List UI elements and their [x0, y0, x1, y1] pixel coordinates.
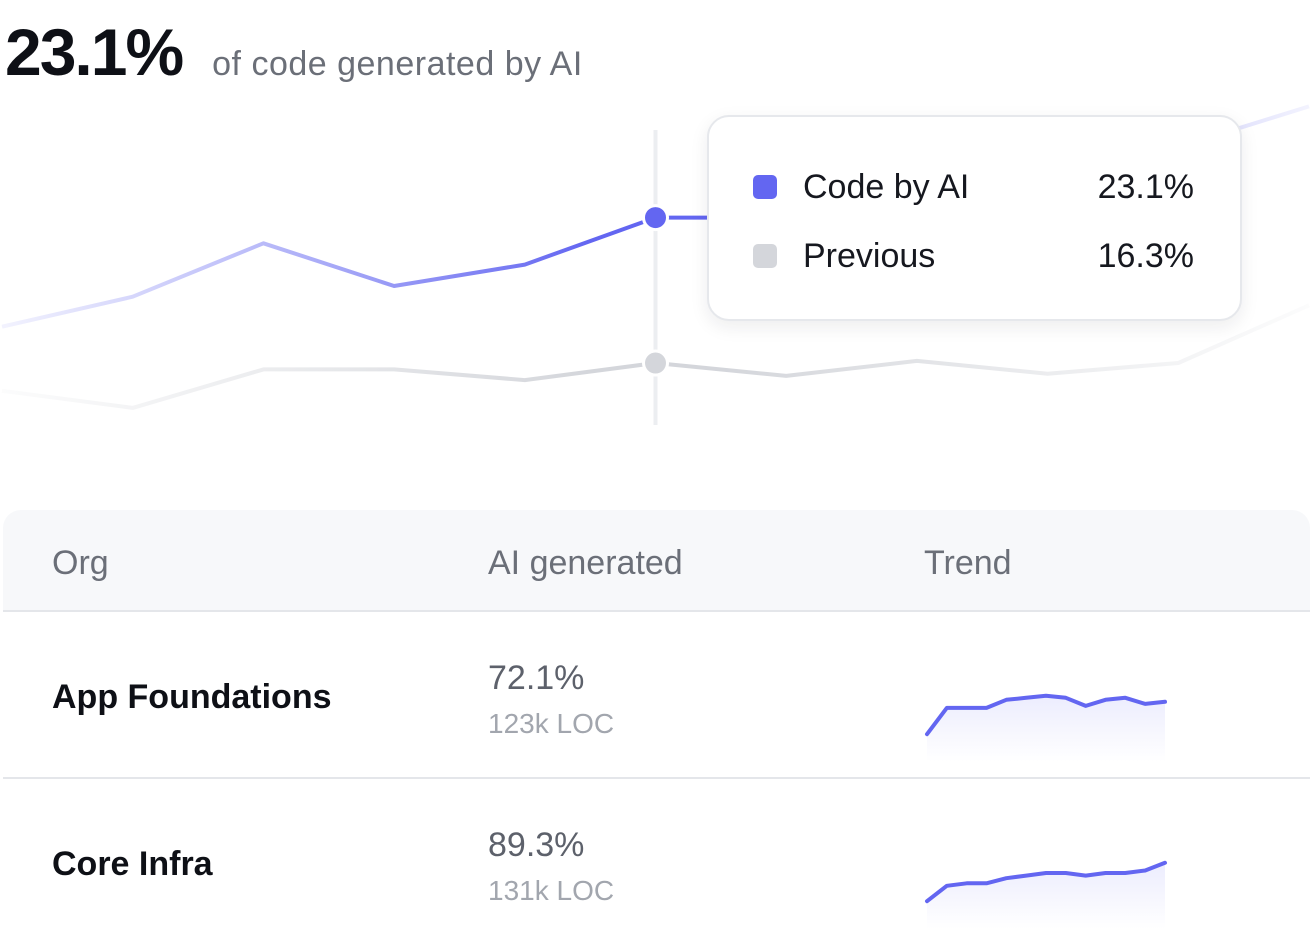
code-by-ai-swatch-icon [753, 175, 777, 199]
highlight-point-previous[interactable] [642, 349, 669, 377]
sparkline-area [927, 695, 1165, 762]
column-header-trend[interactable]: Trend [924, 544, 1012, 582]
lines-of-code: 131k LOC [488, 875, 615, 906]
tooltip-value: 16.3% [1097, 236, 1194, 275]
sparkline-area [927, 862, 1165, 929]
org-name: Core Infra [52, 845, 213, 883]
trend-sparkline [925, 693, 1167, 762]
chart-tooltip: Code by AI 23.1% Previous 16.3% [707, 115, 1242, 321]
table-header: Org AI generated Trend [3, 510, 1310, 612]
tooltip-row-code-by-ai: Code by AI 23.1% [753, 162, 1194, 212]
previous-swatch-icon [753, 244, 777, 268]
headline-caption: of code generated by AI [212, 45, 583, 83]
lines-of-code: 123k LOC [488, 708, 615, 739]
org-table: Org AI generated Trend App Foundations 7… [3, 510, 1310, 948]
table-row[interactable]: App Foundations 72.1% 123k LOC [3, 612, 1310, 779]
tooltip-label: Previous [803, 236, 936, 275]
ai-generated-percent: 72.1% [488, 659, 585, 697]
trend-sparkline [925, 860, 1167, 929]
highlight-point-code-by-ai[interactable] [642, 204, 669, 232]
headline: 23.1% of code generated by AI [5, 14, 583, 90]
tooltip-row-previous: Previous 16.3% [753, 231, 1194, 281]
table-row[interactable]: Core Infra 89.3% 131k LOC [3, 779, 1310, 946]
org-name: App Foundations [52, 678, 332, 716]
tooltip-value: 23.1% [1097, 167, 1194, 206]
sparkline-line [925, 860, 1167, 904]
sparkline-line [925, 693, 1167, 737]
tooltip-label: Code by AI [803, 167, 970, 206]
column-header-ai-generated[interactable]: AI generated [488, 544, 683, 582]
ai-generated-percent: 89.3% [488, 826, 585, 864]
headline-value: 23.1% [5, 15, 184, 89]
column-header-org[interactable]: Org [52, 544, 109, 582]
